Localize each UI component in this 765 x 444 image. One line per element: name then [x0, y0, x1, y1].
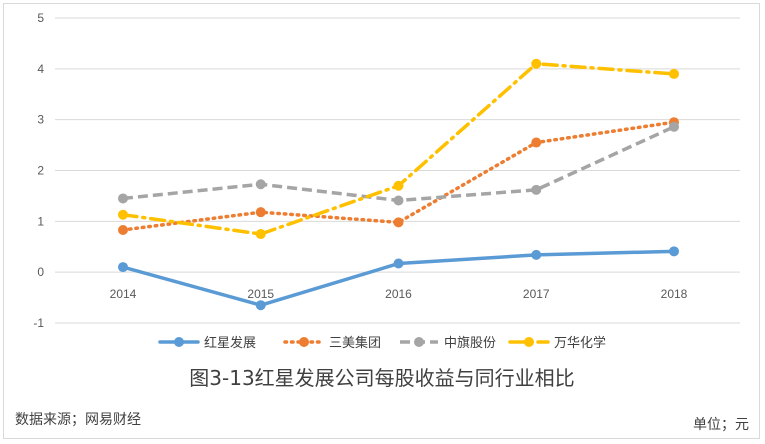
y-tick-label: 0: [37, 265, 44, 279]
data-point: [669, 246, 679, 257]
data-point: [531, 137, 542, 148]
data-point: [669, 121, 679, 132]
data-point: [255, 229, 266, 240]
data-point: [118, 262, 128, 273]
legend-label: 中旗股份: [444, 335, 496, 351]
y-axis-labels: -1 0 1 2 3 4 5: [33, 11, 44, 330]
unit-label: 单位；元: [693, 417, 749, 433]
legend-marker: [299, 337, 309, 347]
y-tick-label: 2: [37, 164, 44, 178]
y-tick-label: 5: [37, 11, 44, 25]
data-point: [118, 224, 128, 235]
series-line: [121, 62, 676, 236]
x-axis-labels: 2014 2015 2016 2017 2018: [110, 287, 688, 301]
data-point: [255, 207, 266, 218]
chart-title: 图3-13红星发展公司每股收益与同行业相比: [189, 366, 574, 390]
data-source: 数据来源；网易财经: [15, 412, 141, 428]
grid: [55, 17, 740, 324]
data-point: [531, 58, 542, 69]
x-tick-label: 2015: [247, 287, 274, 301]
y-tick-label: 3: [37, 113, 44, 127]
y-tick-label: -1: [33, 316, 44, 330]
x-tick-label: 2014: [110, 287, 137, 301]
data-point: [255, 179, 266, 190]
x-tick-label: 2016: [385, 287, 412, 301]
data-point: [393, 180, 404, 191]
series-line: [121, 120, 676, 232]
legend-label: 红星发展: [204, 335, 256, 351]
data-point: [669, 68, 679, 79]
data-point: [393, 217, 404, 228]
x-tick-label: 2018: [661, 287, 688, 301]
legend-marker: [524, 337, 534, 347]
data-point: [118, 193, 128, 204]
data-point: [393, 195, 404, 206]
y-tick-label: 4: [37, 62, 44, 76]
data-point: [531, 249, 542, 260]
data-point: [393, 258, 404, 269]
data-point: [531, 184, 542, 195]
series-markers: [118, 58, 679, 311]
y-tick-label: 1: [37, 214, 44, 228]
legend-marker: [414, 337, 424, 347]
x-tick-label: 2017: [523, 287, 550, 301]
legend-label: 三美集团: [329, 335, 381, 351]
legend-label: 万华化学: [554, 335, 606, 351]
data-point: [255, 300, 266, 311]
legend: 红星发展 三美集团 中旗股份 万华化学: [158, 335, 606, 351]
legend-marker: [174, 337, 184, 347]
data-point: [118, 209, 128, 220]
